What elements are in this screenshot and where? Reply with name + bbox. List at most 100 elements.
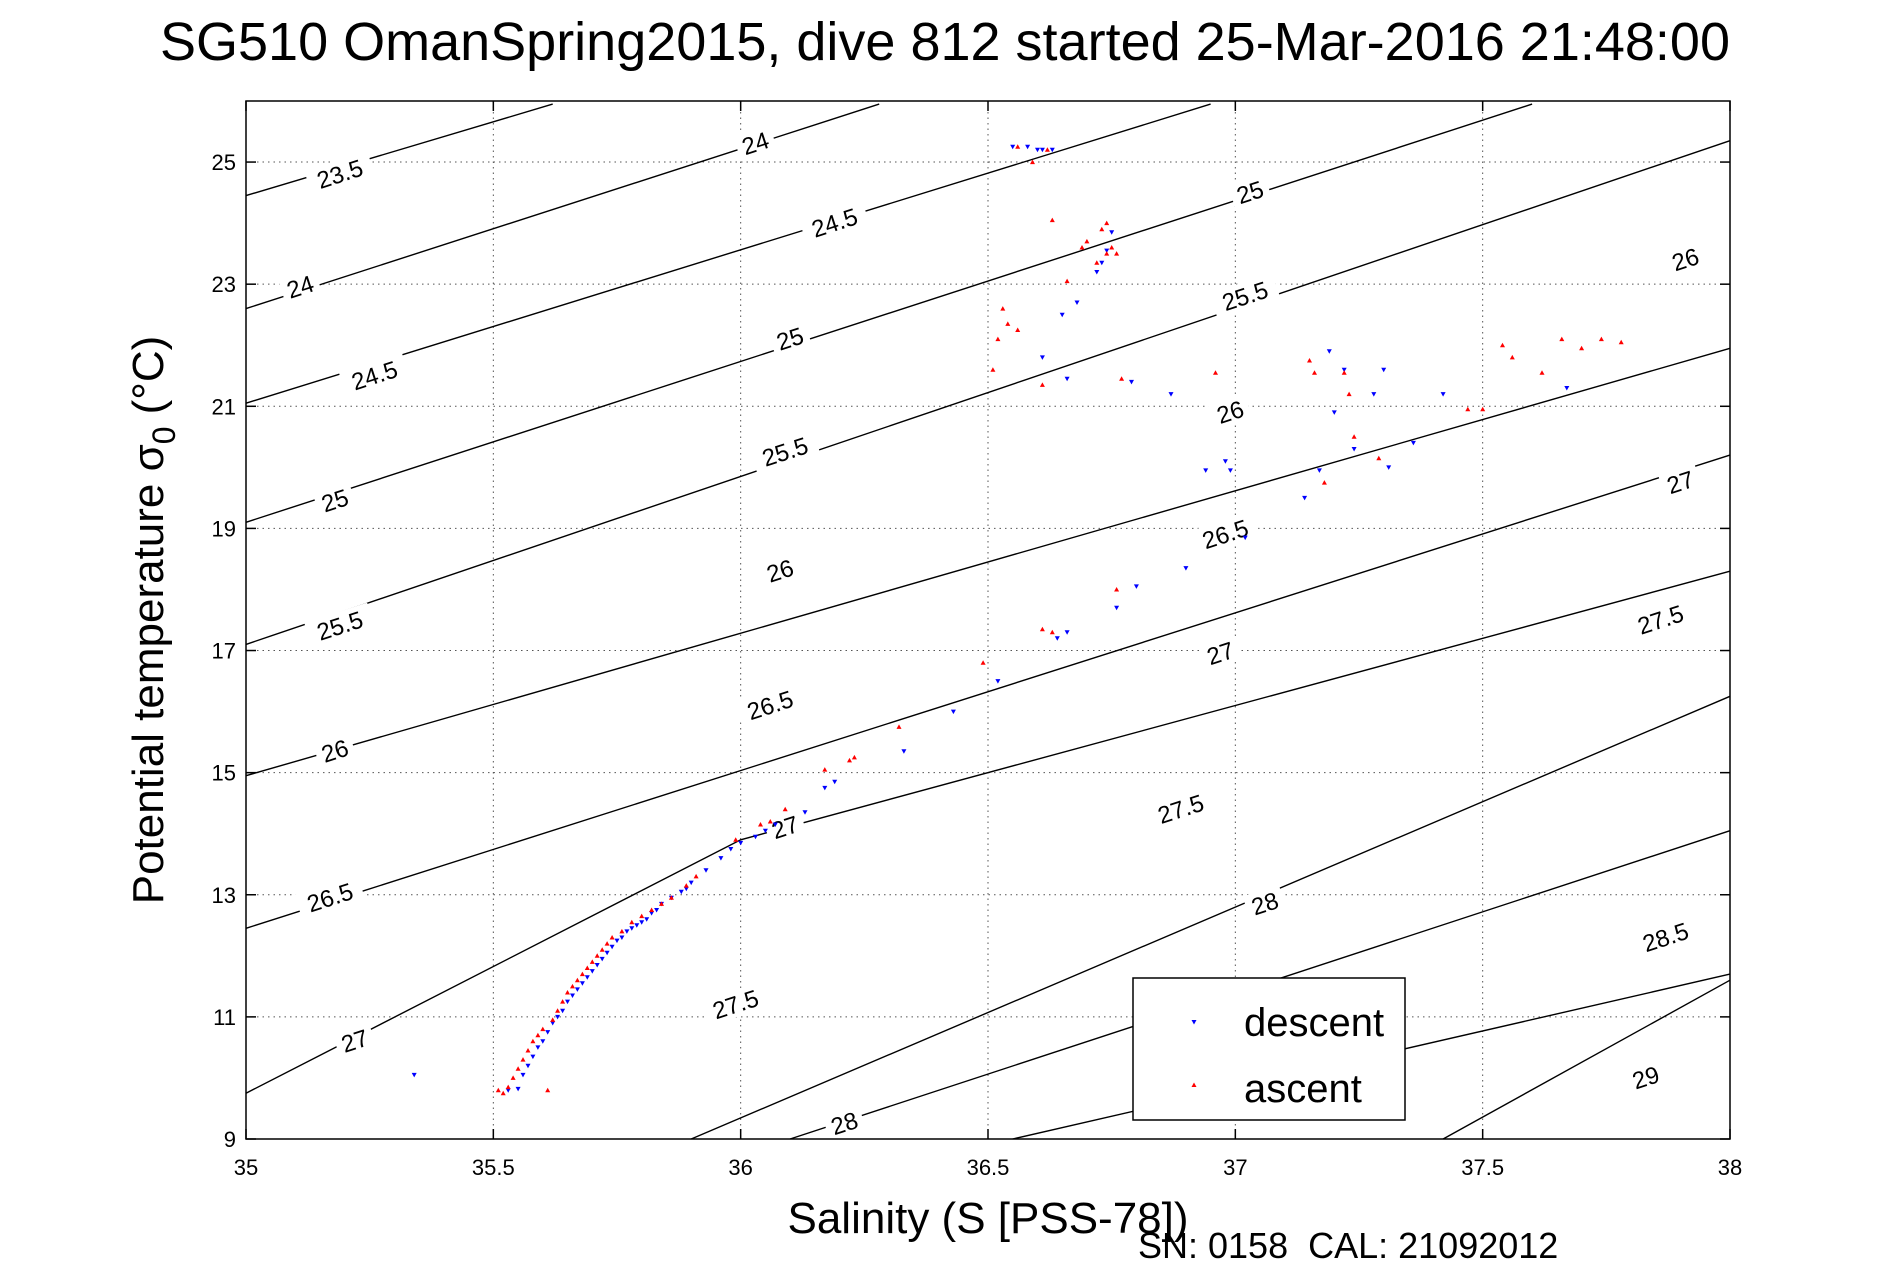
ascent-point [1341, 370, 1347, 375]
descent-point [1129, 379, 1134, 385]
ascent-point [515, 1066, 521, 1071]
density-contour-label: 26 [1208, 393, 1253, 430]
descent-point [1049, 147, 1055, 153]
ascent-point [896, 724, 902, 729]
descent-point [678, 889, 684, 895]
density-contour-line [245, 103, 553, 197]
ascent-point [1376, 455, 1382, 461]
x-tick-label: 35.5 [472, 1155, 515, 1180]
ascent-point [1351, 434, 1357, 439]
ascent-point [500, 1090, 506, 1096]
descent-point [718, 856, 724, 861]
descent-point [1203, 468, 1209, 473]
legend-descent-label: descent [1244, 1001, 1384, 1045]
descent-point [1074, 300, 1080, 305]
descent-point [505, 1088, 511, 1093]
y-tick-label: 11 [213, 1005, 236, 1030]
ascent-point [1346, 391, 1352, 397]
contour-label-bg [294, 874, 366, 920]
descent-point [639, 920, 645, 925]
density-contour-label: 25 [1227, 173, 1272, 210]
descent-point [1564, 386, 1570, 391]
contour-label-bg [757, 552, 802, 589]
y-axis-label-subscript: 0 [146, 426, 182, 444]
descent-point [1109, 230, 1115, 235]
descent-point [1094, 270, 1100, 275]
ascent-point [1509, 354, 1515, 360]
ascent-point [555, 1008, 561, 1013]
ascent-point [733, 837, 739, 842]
contour-label-bg [312, 732, 357, 769]
contour-label-bg [1629, 913, 1701, 960]
ascent-point [1579, 345, 1585, 351]
descent-point [604, 950, 610, 956]
ascent-point [639, 913, 645, 919]
contour-label-bg [278, 268, 323, 305]
ascent-point [1039, 626, 1045, 632]
contour-label-bg [304, 150, 376, 196]
descent-point [738, 840, 744, 846]
ascent-point [822, 767, 828, 772]
descent-point [1316, 468, 1322, 473]
contour-label-bg [1198, 634, 1243, 671]
descent-point [1168, 392, 1174, 397]
descent-point [555, 1014, 561, 1020]
contour-label-bg [699, 981, 771, 1027]
y-tick-label: 23 [212, 272, 236, 297]
descent-point [753, 834, 758, 840]
ascent-point [1044, 147, 1050, 152]
ascent-point [683, 883, 689, 888]
ascent-point [540, 1026, 546, 1032]
y-axis-label-main: Potential temperature σ [124, 444, 173, 904]
descent-point [411, 1072, 417, 1078]
density-contour-line [690, 695, 1731, 1140]
ascent-point [1064, 278, 1070, 284]
descent-point [688, 880, 694, 886]
ascent-point [510, 1075, 516, 1080]
ascent-point [847, 757, 852, 763]
descent-point [1039, 355, 1045, 360]
descent-point [1227, 468, 1233, 473]
density-contour-line [245, 454, 1731, 929]
y-tick-label: 19 [212, 516, 236, 541]
contour-label-bg [1663, 240, 1708, 278]
descent-point [589, 969, 595, 974]
descent-point [1039, 147, 1045, 153]
descent-point [1222, 459, 1228, 464]
contour-label-bg [749, 428, 821, 474]
descent-point [1302, 495, 1308, 501]
contour-label-bg [1623, 1058, 1668, 1096]
contour-label-bg [1209, 272, 1281, 319]
ascent-point [1119, 376, 1125, 381]
ascent-point [990, 367, 996, 372]
descent-point [649, 911, 655, 916]
descent-point [1331, 410, 1337, 415]
descent-point [535, 1045, 541, 1050]
descent-point [762, 828, 768, 834]
contour-label-bg [1208, 393, 1253, 430]
descent-point [520, 1072, 526, 1078]
contour-label-bg [767, 319, 812, 357]
ascent-point [1000, 306, 1006, 311]
ascent-point [1079, 245, 1085, 250]
x-tick-label: 35 [234, 1155, 258, 1180]
ascent-point [550, 1017, 556, 1022]
descent-point [1183, 566, 1189, 571]
ascent-point [1307, 358, 1312, 363]
ascent-point [1213, 370, 1218, 375]
ascent-point [1109, 245, 1115, 250]
ascent-point [1321, 480, 1327, 485]
density-contour-line [245, 347, 1731, 777]
descent-point [609, 944, 615, 950]
descent-point [703, 868, 709, 873]
contour-label-bg [1227, 173, 1272, 210]
legend-ascent-marker [1191, 1082, 1197, 1087]
ascent-point [668, 895, 674, 900]
ascent-point [1480, 406, 1486, 412]
descent-point [1114, 605, 1120, 611]
contour-label-bg [312, 481, 357, 519]
descent-point [654, 908, 660, 913]
density-contour-line [245, 103, 1533, 523]
data-points [411, 144, 1624, 1096]
descent-point [1133, 584, 1139, 589]
